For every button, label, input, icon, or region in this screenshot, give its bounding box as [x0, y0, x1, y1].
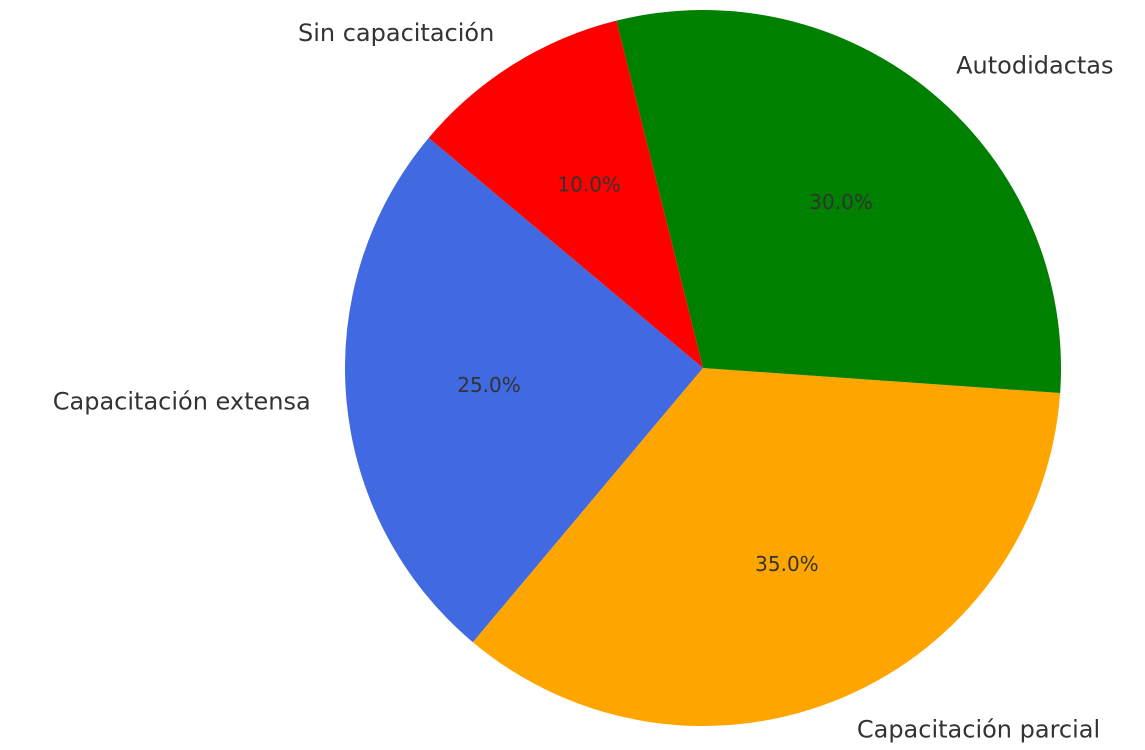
pie-slice: [472, 368, 1061, 726]
value-label: 25.0%: [457, 373, 521, 397]
pie-slice: [345, 137, 703, 643]
value-label: 10.0%: [557, 172, 621, 196]
value-label: 35.0%: [755, 552, 819, 576]
slice-label: Autodidactas: [956, 51, 1113, 79]
slice-label: Sin capacitación: [298, 19, 494, 47]
slice-label: Capacitación parcial: [857, 715, 1100, 743]
value-label: 30.0%: [809, 190, 873, 214]
pie-slice: [616, 10, 1061, 393]
slice-label: Capacitación extensa: [53, 387, 311, 415]
pie-slice: [428, 20, 703, 369]
